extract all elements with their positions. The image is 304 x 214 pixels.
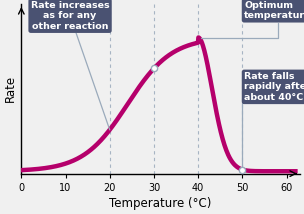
Text: Optimum
temperature: Optimum temperature	[201, 1, 304, 38]
Y-axis label: Rate: Rate	[4, 75, 17, 103]
X-axis label: Temperature (°C): Temperature (°C)	[109, 197, 212, 210]
Text: Rate falls
rapidly after
about 40°C: Rate falls rapidly after about 40°C	[242, 72, 304, 167]
Text: Rate increases
as for any
other reaction: Rate increases as for any other reaction	[31, 1, 110, 130]
